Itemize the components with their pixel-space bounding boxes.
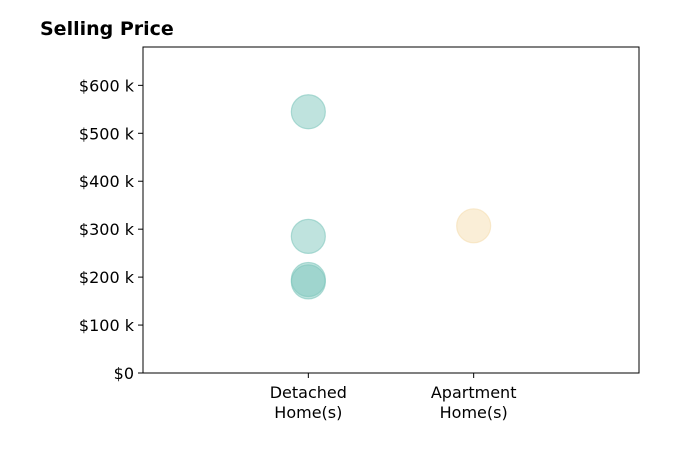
x-axis: Detached Home(s)Apartment Home(s) bbox=[270, 373, 517, 422]
x-tick-label: Detached Home(s) bbox=[270, 383, 347, 422]
y-tick-label: $300 k bbox=[79, 220, 135, 239]
y-tick-label: $500 k bbox=[79, 124, 135, 143]
data-point bbox=[290, 218, 326, 254]
y-tick-label: $100 k bbox=[79, 316, 135, 335]
x-tick-label-line: Detached bbox=[270, 383, 347, 402]
x-tick-label-line: Home(s) bbox=[440, 403, 508, 422]
data-point bbox=[290, 264, 326, 300]
y-tick-label: $200 k bbox=[79, 268, 135, 287]
plot-frame bbox=[142, 46, 640, 374]
x-tick-label-line: Apartment bbox=[431, 383, 517, 402]
y-axis: $0 $100 k $200 k $300 k $400 k $500 k $600 k bbox=[79, 76, 143, 383]
y-tick-label: $400 k bbox=[79, 172, 135, 191]
y-tick-label: $0 bbox=[114, 364, 134, 383]
data-point bbox=[456, 208, 492, 244]
x-tick-label: Apartment Home(s) bbox=[431, 383, 517, 422]
chart-title: Selling Price bbox=[40, 18, 174, 40]
points-layer bbox=[290, 94, 492, 300]
data-point bbox=[290, 94, 326, 130]
y-tick-label: $600 k bbox=[79, 76, 135, 95]
x-tick-label-line: Home(s) bbox=[274, 403, 342, 422]
